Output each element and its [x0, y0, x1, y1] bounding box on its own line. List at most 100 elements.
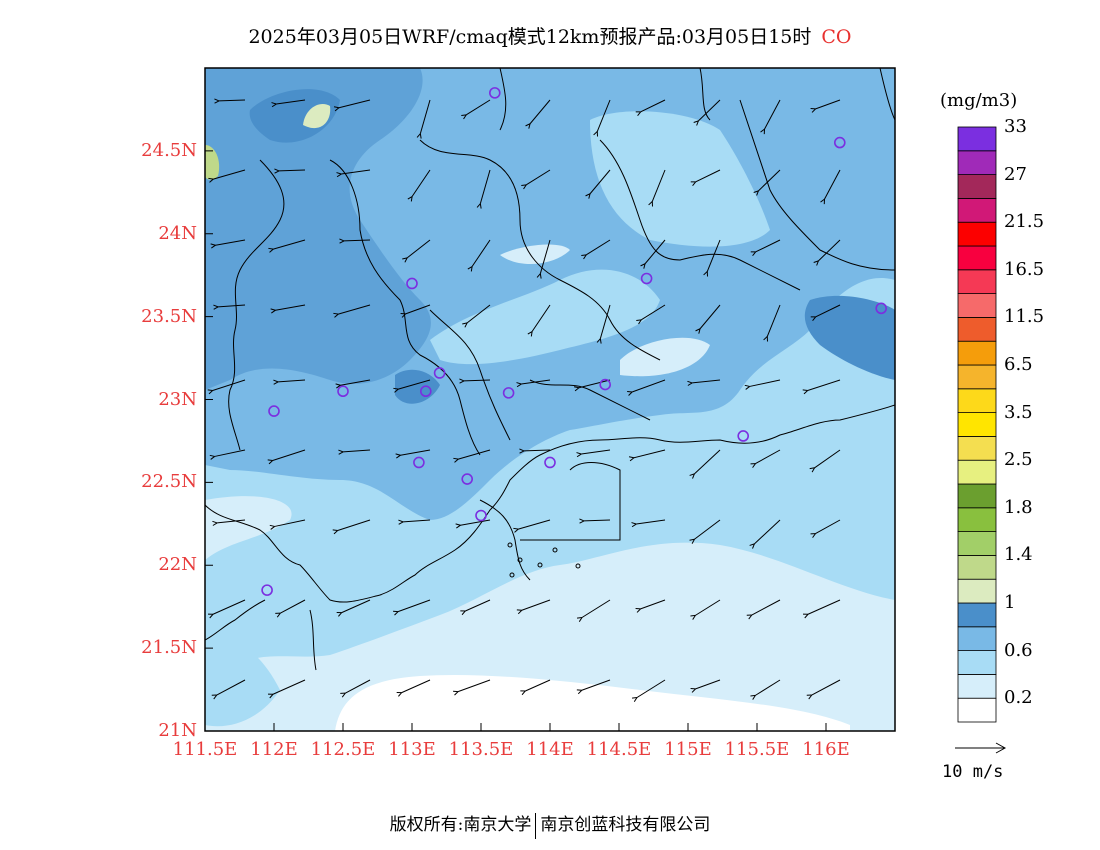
lon-tick-label: 115E — [664, 739, 712, 760]
concentration-hole-2 — [620, 337, 710, 377]
station-marker — [268, 405, 280, 417]
wind-arrow — [519, 448, 551, 454]
wind-arrow — [455, 519, 491, 529]
lon-tick-label: 111.5E — [172, 739, 238, 760]
wind-arrow — [536, 239, 551, 279]
wind-arrow — [268, 679, 306, 699]
wind-arrow — [208, 599, 246, 619]
legend-label: 33 — [1004, 116, 1027, 137]
lon-tick-label: 113.5E — [448, 739, 514, 760]
lat-tick-label: 22N — [158, 554, 197, 576]
wind-arrow — [576, 449, 611, 458]
wind-arrow — [635, 99, 666, 117]
wind-arrow — [521, 169, 551, 190]
lon-tick-label: 115.5E — [724, 739, 790, 760]
wind-arrow — [750, 239, 781, 257]
wind-arrow — [333, 99, 371, 112]
legend-swatch — [957, 340, 997, 366]
wind-arrow — [214, 98, 246, 104]
axis-ticks — [204, 150, 827, 732]
legend-swatch — [957, 674, 997, 699]
wind-arrow — [212, 519, 246, 526]
lon-tick-label: 112E — [250, 739, 298, 760]
wind-arrow — [690, 679, 721, 693]
legend-swatch — [957, 507, 997, 532]
wind-arrow — [813, 239, 841, 266]
wind-arrow — [579, 518, 611, 524]
wind-arrow — [407, 169, 431, 202]
wind-arrow — [636, 304, 666, 325]
wind-arrow — [207, 379, 246, 395]
reference-arrow — [955, 742, 1007, 754]
legend-label: 3.5 — [1004, 401, 1033, 423]
wind-arrow — [803, 599, 841, 619]
lon-tick-label: 113E — [388, 739, 436, 760]
lat-tick-label: 23N — [158, 388, 197, 410]
lon-tick-label: 114.5E — [586, 739, 652, 760]
copyright-right: 南京创蓝科技有限公司 — [540, 815, 711, 835]
legend-swatch — [957, 245, 997, 271]
boundary-lines — [205, 68, 895, 671]
wind-reference-label: 10 m/s — [942, 762, 1004, 782]
legend-swatch — [957, 388, 997, 413]
legend-colorbar — [957, 126, 997, 723]
legend-swatch — [957, 197, 997, 223]
wind-arrow — [400, 304, 431, 318]
lat-tick-label: 21.5N — [141, 637, 197, 659]
wind-arrow — [460, 599, 491, 616]
legend-label: 21.5 — [1004, 211, 1045, 233]
lat-tick-label: 22.5N — [141, 471, 197, 493]
legend-label: 16.5 — [1004, 258, 1045, 280]
wind-arrow — [453, 449, 491, 463]
legend-swatch — [957, 435, 997, 461]
legend-label: 1.8 — [1004, 496, 1033, 518]
legend-swatch — [957, 412, 997, 437]
wind-arrow — [810, 519, 841, 538]
wind-arrow — [581, 239, 611, 260]
wind-arrow — [393, 599, 431, 616]
wind-arrow — [416, 99, 431, 139]
pollutant-label: CO — [821, 26, 852, 48]
wind-arrow — [336, 599, 371, 617]
legend-label: 1 — [1004, 592, 1016, 613]
wind-arrow — [270, 304, 306, 314]
station-marker — [544, 456, 556, 469]
concentration-level-4 — [205, 68, 431, 390]
wind-arrow — [340, 679, 371, 698]
wind-arrow — [525, 99, 551, 129]
legend-swatch — [957, 174, 997, 199]
station-marker — [502, 387, 515, 399]
wind-arrow — [810, 99, 841, 113]
wind-arrow — [210, 239, 246, 249]
legend-swatch — [957, 150, 997, 176]
wind-arrow — [335, 379, 371, 389]
wind-arrow — [631, 679, 666, 702]
wind-arrow — [763, 304, 781, 342]
wind-arrow — [640, 239, 666, 269]
concentration-low-patch — [335, 674, 850, 731]
wind-arrow — [690, 599, 721, 620]
lat-tick-label: 21N — [158, 720, 197, 741]
wind-arrow — [753, 169, 781, 196]
wind-arrow — [275, 599, 306, 618]
wind-arrow — [750, 679, 781, 700]
legend-swatch — [957, 221, 997, 247]
wind-arrow — [332, 519, 371, 535]
wind-arrow — [693, 99, 721, 126]
wind-arrow — [213, 304, 246, 310]
wind-arrow — [576, 679, 611, 695]
station-marker — [488, 87, 501, 99]
wind-arrow — [585, 169, 611, 199]
station-marker — [640, 272, 653, 285]
concentration-hole-1 — [430, 269, 660, 365]
station-marker — [461, 473, 474, 485]
wind-arrow — [631, 519, 666, 528]
wind-arrow — [516, 599, 551, 615]
wind-arrow — [690, 169, 721, 187]
wind-arrow — [453, 679, 491, 696]
wind-arrow — [749, 519, 781, 549]
legend-swatch — [957, 650, 997, 675]
legend-label: 11.5 — [1004, 306, 1045, 328]
copyright-left: 版权所有:南京大学 — [389, 815, 532, 835]
wind-arrow — [809, 449, 841, 473]
